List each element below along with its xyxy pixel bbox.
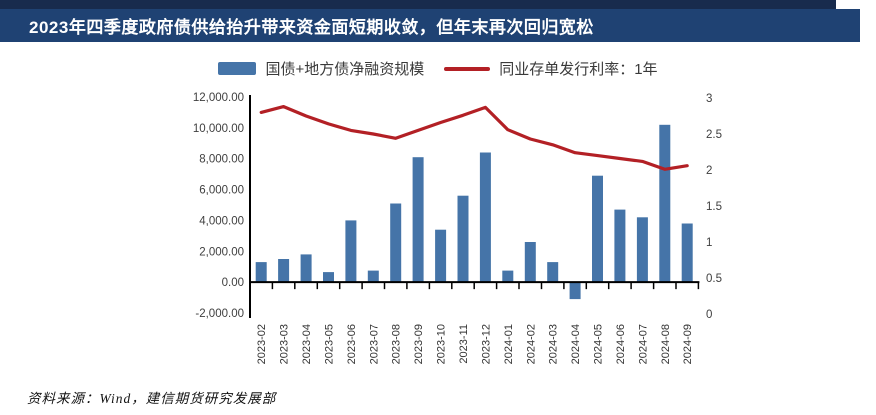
bar-2023-10	[435, 229, 447, 283]
bar-2024-08	[659, 124, 671, 283]
legend-line-label: 同业存单发行利率：1年	[499, 61, 658, 78]
x-axis-category-label: 2024-05	[593, 324, 605, 364]
chart-legend: 国债+地方债净融资规模 同业存单发行利率：1年	[0, 58, 876, 79]
left-axis-tick-label: 6,000.00	[199, 185, 244, 197]
bar-2023-07	[367, 270, 379, 283]
x-axis-category-label: 2024-07	[637, 324, 649, 364]
legend-bar-label: 国债+地方债净融资规模	[265, 61, 425, 78]
x-axis-category-label: 2024-03	[548, 324, 560, 364]
x-axis-category-label: 2023-08	[391, 324, 403, 364]
left-axis-tick-label: 0.00	[222, 277, 244, 289]
header-top-strip	[0, 0, 836, 9]
rate-line-series	[259, 105, 689, 171]
left-axis-tick-label: 4,000.00	[199, 215, 244, 227]
bar-2023-09	[412, 157, 424, 283]
x-axis-category-label: 2024-04	[570, 324, 582, 364]
bar-2023-06	[345, 220, 357, 283]
bar-2023-02	[255, 262, 267, 283]
bar-2024-05	[592, 175, 603, 283]
x-axis-category-label: 2024-09	[682, 324, 694, 364]
x-axis-category-label: 2023-06	[346, 324, 358, 364]
legend-line-swatch-icon	[444, 66, 491, 71]
x-axis-category-label: 2023-04	[301, 324, 313, 364]
right-axis-tick-label: 0	[706, 309, 712, 321]
figure-title: 2023年四季度政府债供给抬升带来资金面短期收敛，但年末再次回归宽松	[29, 18, 594, 37]
source-note: 资料来源：Wind，建信期货研究发展部	[27, 391, 277, 406]
right-axis-tick-label: 1.5	[706, 201, 722, 213]
x-axis-category-label: 2023-07	[368, 324, 380, 364]
x-axis-category-label: 2023-05	[324, 324, 336, 364]
right-axis-tick-label: 2	[706, 165, 712, 177]
left-axis-tick-label: 2,000.00	[199, 246, 244, 258]
legend-bar-swatch-icon	[218, 62, 257, 75]
bar-2023-05	[323, 272, 334, 283]
x-axis-category-label: 2023-11	[458, 324, 470, 364]
figure-header: 2023年四季度政府债供给抬升带来资金面短期收敛，但年末再次回归宽松	[0, 9, 860, 42]
x-axis-category-label: 2024-08	[660, 324, 672, 364]
bar-2024-04	[569, 282, 581, 300]
bar-2023-11	[457, 195, 469, 283]
right-axis-tick-label: 3	[706, 93, 712, 105]
x-axis-category-label: 2023-02	[256, 324, 268, 364]
left-axis-tick-label: 8,000.00	[199, 154, 244, 166]
bar-2023-08	[390, 203, 402, 283]
left-axis-tick-label: 12,000.00	[193, 92, 244, 104]
x-axis-category-label: 2024-06	[615, 324, 627, 364]
bar-2024-03	[547, 262, 559, 283]
bar-2023-12	[479, 152, 491, 283]
bar-2024-06	[614, 209, 626, 283]
right-axis-tick-label: 0.5	[706, 273, 722, 285]
bar-2024-07	[636, 217, 648, 283]
chart-plot: 12,000.0010,000.008,000.006,000.004,000.…	[193, 92, 722, 364]
x-axis-category-label: 2023-09	[413, 324, 425, 364]
bar-2023-03	[278, 259, 290, 283]
left-axis-tick-label: -2,000.00	[195, 308, 244, 320]
chart-area: 12,000.00 10,000.00 8,000.00 6,000.00 4,000.…	[0, 90, 876, 390]
bar-2023-04	[300, 254, 312, 283]
bar-2024-09	[681, 223, 693, 283]
x-axis-category-label: 2023-12	[480, 324, 492, 364]
x-axis-category-label: 2023-10	[436, 324, 448, 364]
x-axis-category-label: 2024-01	[503, 324, 515, 364]
left-axis-tick-label: 10,000.00	[193, 123, 244, 135]
bar-2024-02	[524, 242, 536, 283]
right-axis-tick-label: 1	[706, 237, 712, 249]
x-axis-category-label: 2024-02	[525, 324, 537, 364]
right-axis-tick-label: 2.5	[706, 129, 722, 141]
bar-2024-01	[502, 270, 514, 283]
x-axis-category-label: 2023-03	[279, 324, 291, 364]
